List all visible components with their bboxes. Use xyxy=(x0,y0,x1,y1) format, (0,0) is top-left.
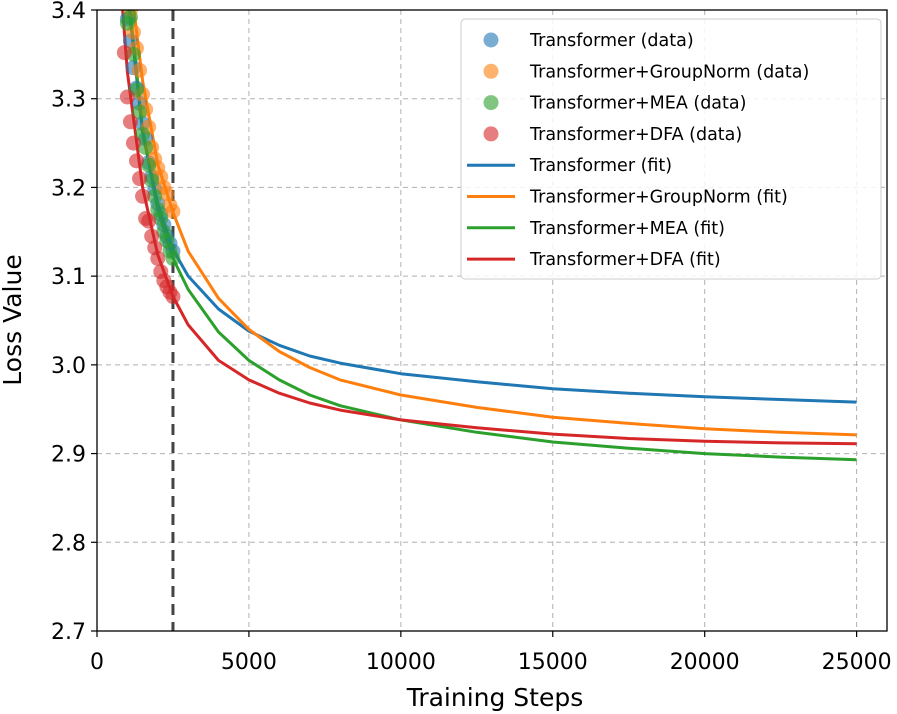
data-point xyxy=(125,135,141,151)
y-tick-label: 3.3 xyxy=(51,88,86,113)
data-point xyxy=(165,289,181,305)
data-point xyxy=(141,157,157,173)
data-point xyxy=(153,210,169,226)
y-axis-ticks: 2.7 2.8 2.9 3.0 3.1 3.2 3.3 3.4 xyxy=(51,0,97,645)
data-point xyxy=(132,62,148,78)
legend-marker xyxy=(483,95,499,111)
legend-label: Transformer+DFA (fit) xyxy=(529,250,721,270)
x-tick-label: 10000 xyxy=(366,650,436,675)
legend-label: Transformer+MEA (data) xyxy=(529,94,746,114)
data-point xyxy=(122,10,138,25)
data-point xyxy=(132,104,148,120)
legend-marker xyxy=(483,32,499,48)
legend-label: Transformer (data) xyxy=(529,31,694,51)
legend-label: Transformer (fit) xyxy=(529,156,672,176)
data-point xyxy=(165,203,181,219)
plot-frame xyxy=(96,9,888,632)
legend-label: Transformer+DFA (data) xyxy=(529,125,742,145)
scatter-points xyxy=(116,10,181,305)
y-tick-label: 2.9 xyxy=(51,443,86,468)
x-tick-label: 5000 xyxy=(221,650,277,675)
y-tick-label: 3.2 xyxy=(51,176,86,201)
x-tick-label: 0 xyxy=(90,650,104,675)
x-axis-label: Training Steps xyxy=(406,683,584,712)
y-tick-label: 3.4 xyxy=(51,0,86,24)
legend-label: Transformer+MEA (fit) xyxy=(529,219,725,239)
x-axis-ticks: 0 5000 10000 15000 20000 25000 xyxy=(90,631,892,675)
x-tick-label: 20000 xyxy=(670,650,740,675)
data-point xyxy=(132,171,148,187)
data-point xyxy=(135,188,151,204)
legend: Transformer (data) Transformer+GroupNorm … xyxy=(460,18,882,280)
legend-marker xyxy=(483,63,499,79)
legend-marker xyxy=(483,126,499,142)
data-point xyxy=(141,213,157,229)
data-point xyxy=(144,172,160,188)
legend-label: Transformer+GroupNorm (fit) xyxy=(529,188,788,208)
legend-label: Transformer+GroupNorm (data) xyxy=(529,62,809,82)
y-tick-label: 3.1 xyxy=(51,265,86,290)
data-point xyxy=(144,228,160,244)
data-point xyxy=(150,250,166,266)
y-tick-label: 2.8 xyxy=(51,531,86,556)
legend-box xyxy=(460,18,882,280)
x-tick-label: 15000 xyxy=(518,650,588,675)
y-axis-label: Loss Value xyxy=(0,254,27,385)
x-tick-label: 25000 xyxy=(822,650,892,675)
data-point xyxy=(147,188,163,204)
data-point xyxy=(138,140,154,156)
data-point xyxy=(122,114,138,130)
data-point xyxy=(159,186,175,202)
y-tick-label: 2.7 xyxy=(51,620,86,645)
data-point xyxy=(119,89,135,105)
data-point xyxy=(116,45,132,61)
data-point xyxy=(129,153,144,169)
y-tick-label: 3.0 xyxy=(51,354,86,379)
data-point xyxy=(165,250,181,266)
